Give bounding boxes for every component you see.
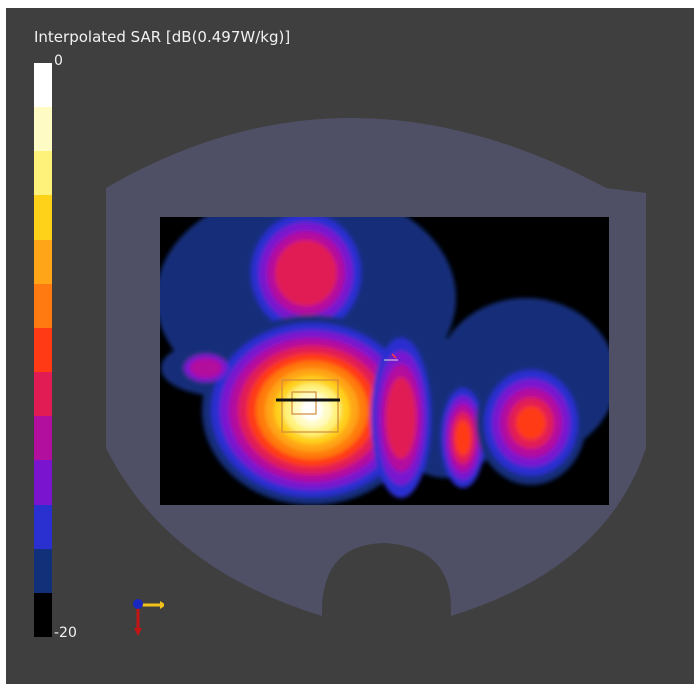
contour-level — [386, 377, 416, 459]
colorbar-band — [34, 548, 52, 593]
contour-level — [455, 420, 471, 456]
left-lobe — [184, 354, 228, 382]
sar-scene — [106, 118, 646, 616]
upper-lobe — [251, 217, 361, 333]
column-lobe — [441, 388, 485, 488]
contour-level — [275, 240, 337, 306]
contour-level — [516, 406, 546, 440]
axes-triad-icon — [133, 599, 164, 636]
contour-level — [301, 398, 323, 422]
colorbar-band — [34, 416, 52, 461]
chart-title: Interpolated SAR [dB(0.497W/kg)] — [34, 28, 291, 46]
colorbar-band — [34, 327, 52, 373]
colorbar-band — [34, 372, 52, 417]
colorbar-band — [34, 195, 52, 240]
sar-heatmap — [160, 217, 609, 505]
contour-level — [190, 358, 222, 378]
peak-hotspot — [202, 315, 422, 505]
colorbar-min-label: -20 — [54, 625, 77, 641]
colorbar-band — [34, 63, 52, 108]
sar-viewport[interactable]: Interpolated SAR [dB(0.497W/kg)] 0 -20 — [6, 8, 694, 684]
colorbar-band — [34, 239, 52, 284]
small-marker — [384, 353, 398, 361]
colorbar-band — [34, 592, 52, 638]
colorbar-max-label: 0 — [54, 53, 63, 69]
colorbar-band — [34, 504, 52, 549]
right-lobe — [476, 361, 586, 485]
colorbar-band — [34, 460, 52, 505]
colorbar-band — [34, 283, 52, 328]
peak-marker — [276, 379, 340, 433]
colorbar-band — [34, 151, 52, 196]
colorbar — [34, 63, 52, 638]
colorbar-band — [34, 107, 52, 152]
center-lobe — [371, 338, 431, 498]
